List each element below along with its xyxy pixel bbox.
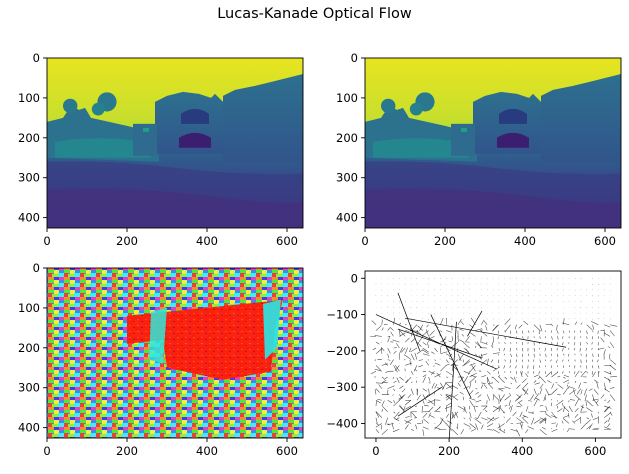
frame-1-panel: 0 200 400 600 0 100 200 300 400 (18, 51, 304, 248)
x-tick-label: 0 (372, 444, 379, 458)
y-tick-label: 0 (351, 51, 358, 65)
quiver-arrows (370, 277, 618, 438)
y-tick-label: 400 (18, 421, 40, 435)
x-tick-label: 600 (276, 234, 298, 248)
y-tick-label: −300 (326, 380, 358, 394)
flow-quiver-frame (364, 270, 622, 439)
x-tick-label: 400 (514, 234, 536, 248)
x-tick-label: 400 (196, 444, 218, 458)
figure-title: Lucas-Kanade Optical Flow (217, 6, 412, 22)
y-tick-label: 200 (18, 341, 40, 355)
flow-quiver-panel: 0 200 400 600 0 −100 −200 −300 −400 (326, 270, 622, 458)
y-tick-label: −100 (326, 308, 358, 322)
x-tick-label: 200 (434, 234, 456, 248)
y-tick-label: 200 (336, 131, 358, 145)
y-tick-label: 100 (18, 91, 40, 105)
x-tick-label: 0 (43, 234, 50, 248)
y-tick-label: 300 (18, 171, 40, 185)
x-tick-label: 400 (196, 234, 218, 248)
y-tick-label: 400 (336, 211, 358, 225)
y-tick-label: 200 (18, 131, 40, 145)
x-tick-label: 600 (276, 444, 298, 458)
flow-hsv-frame (46, 267, 304, 439)
flow-hsv-panel: 0 200 400 600 0 100 200 300 400 (18, 261, 304, 458)
frame-2-image (365, 58, 621, 228)
edge-region-left (149, 307, 167, 364)
frame-2-panel: 0 200 400 600 0 100 200 300 400 (336, 51, 622, 248)
x-tick-label: 600 (594, 234, 616, 248)
y-tick-label: 100 (336, 91, 358, 105)
y-tick-label: 0 (33, 261, 40, 275)
y-tick-label: 0 (33, 51, 40, 65)
x-tick-label: 600 (584, 444, 606, 458)
frame-2-frame (364, 57, 622, 229)
x-tick-label: 200 (438, 444, 460, 458)
edge-region (263, 299, 281, 360)
x-tick-label: 400 (511, 444, 533, 458)
x-tick-label: 200 (116, 234, 138, 248)
y-tick-label: 100 (18, 301, 40, 315)
y-tick-label: −400 (326, 416, 358, 430)
y-tick-label: 300 (18, 381, 40, 395)
frame-1-frame (46, 57, 304, 229)
y-tick-label: 300 (336, 171, 358, 185)
frame-1-image (47, 58, 303, 228)
y-tick-label: 400 (18, 211, 40, 225)
x-tick-label: 0 (361, 234, 368, 248)
x-tick-label: 0 (43, 444, 50, 458)
y-tick-label: 0 (351, 271, 358, 285)
x-tick-label: 200 (116, 444, 138, 458)
y-tick-label: −200 (326, 344, 358, 358)
